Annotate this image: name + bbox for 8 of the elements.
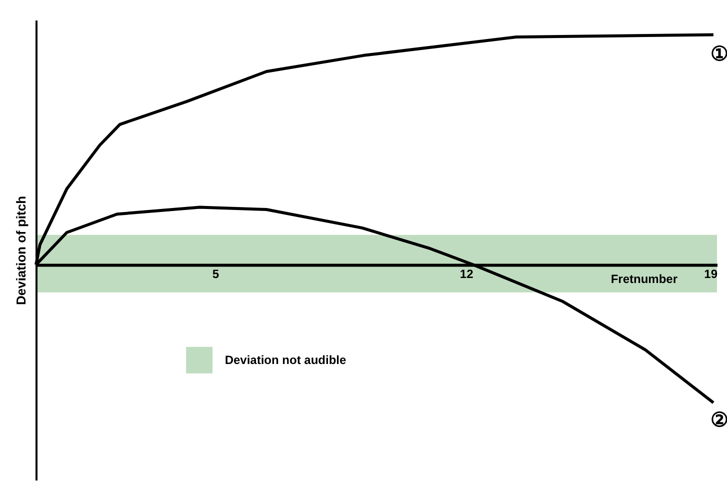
legend-label: Deviation not audible — [224, 353, 346, 368]
y-axis-title: Deviation of pitch — [14, 196, 28, 306]
series-label: ① — [710, 44, 727, 66]
x-axis-title: Fretnumber — [610, 272, 678, 286]
series-label: ② — [710, 410, 727, 432]
x-tick-label: 5 — [212, 267, 220, 282]
x-tick-label: 19 — [704, 267, 718, 282]
x-tick-label: 12 — [460, 267, 474, 282]
